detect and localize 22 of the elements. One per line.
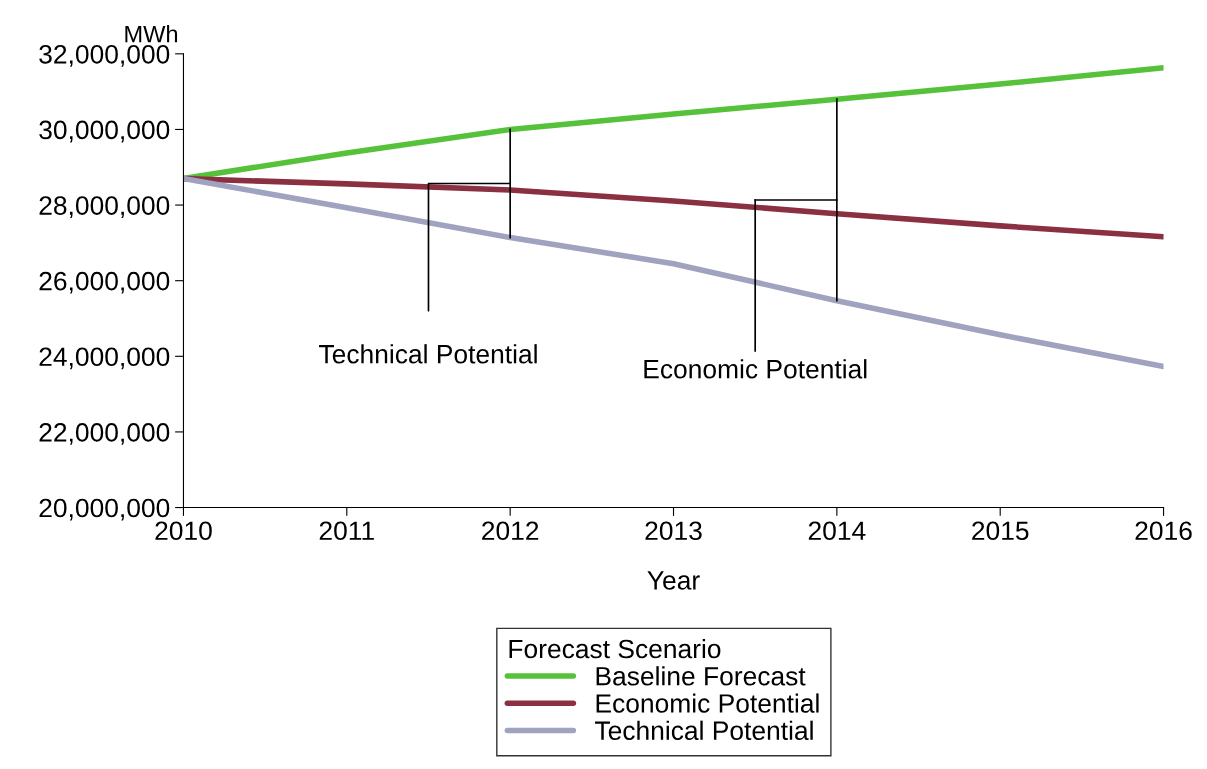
x-axis-title: Year xyxy=(647,571,700,590)
legend-label: Baseline Forecast xyxy=(596,666,806,686)
x-tick-label: 2011 xyxy=(319,521,374,541)
y-tick-label: 30,000,000 xyxy=(39,120,170,143)
y-tick-label: 32,000,000 xyxy=(39,44,170,67)
y-tick-label: 26,000,000 xyxy=(39,271,170,294)
y-tick-label: 20,000,000 xyxy=(39,498,170,521)
legend-title: Forecast Scenario xyxy=(509,638,721,659)
x-tick-label: 2015 xyxy=(972,521,1029,541)
annotation: Economic Potential xyxy=(644,359,867,379)
y-tick-label: 24,000,000 xyxy=(39,347,170,370)
y-tick-label: 28,000,000 xyxy=(39,196,170,219)
legend-label: Economic Potential xyxy=(596,693,819,713)
x-tick-label: 2010 xyxy=(155,521,212,541)
y-axis-title: MWh xyxy=(125,25,178,43)
annotation: Technical Potential xyxy=(319,344,537,364)
y-tick-label: 22,000,000 xyxy=(39,423,170,445)
x-tick-label: 2014 xyxy=(808,521,866,541)
x-tick-label: 2013 xyxy=(645,521,702,541)
x-tick-label: 2016 xyxy=(1135,521,1192,541)
x-tick-label: 2012 xyxy=(482,521,539,541)
legend-label: Technical Potential xyxy=(595,720,813,741)
